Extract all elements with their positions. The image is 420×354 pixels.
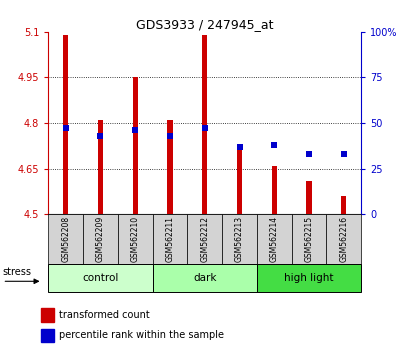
Bar <box>341 196 346 214</box>
Bar <box>152 214 187 264</box>
Bar <box>326 214 361 264</box>
Bar <box>291 214 326 264</box>
Text: GSM562208: GSM562208 <box>61 216 70 262</box>
Bar <box>222 214 257 264</box>
Text: control: control <box>82 273 118 283</box>
Point <box>236 144 243 149</box>
Text: GSM562211: GSM562211 <box>165 216 174 262</box>
Text: GSM562212: GSM562212 <box>200 216 209 262</box>
Bar <box>63 35 68 214</box>
Bar <box>307 181 312 214</box>
Text: GSM562214: GSM562214 <box>270 216 279 262</box>
Text: stress: stress <box>3 267 31 277</box>
Bar <box>41 329 54 342</box>
Bar <box>257 264 361 292</box>
Point <box>62 126 69 131</box>
Point <box>271 142 278 148</box>
Bar <box>83 214 118 264</box>
Point <box>306 151 312 157</box>
Text: GSM562216: GSM562216 <box>339 216 348 262</box>
Bar <box>237 147 242 214</box>
Bar <box>118 214 152 264</box>
Point <box>341 151 347 157</box>
Point <box>132 127 139 133</box>
Bar <box>272 166 277 214</box>
Bar <box>133 78 138 214</box>
Point <box>202 126 208 131</box>
Bar <box>257 214 291 264</box>
Bar <box>168 120 173 214</box>
Text: GSM562210: GSM562210 <box>131 216 140 262</box>
Text: high light: high light <box>284 273 334 283</box>
Text: percentile rank within the sample: percentile rank within the sample <box>60 330 224 341</box>
Bar <box>41 308 54 321</box>
Bar <box>202 35 207 214</box>
Bar <box>48 214 83 264</box>
Text: GSM562215: GSM562215 <box>304 216 314 262</box>
Point <box>167 133 173 139</box>
Bar <box>98 120 103 214</box>
Text: dark: dark <box>193 273 216 283</box>
Text: transformed count: transformed count <box>60 310 150 320</box>
Bar <box>187 214 222 264</box>
Bar <box>48 264 152 292</box>
Title: GDS3933 / 247945_at: GDS3933 / 247945_at <box>136 18 273 31</box>
Text: GSM562209: GSM562209 <box>96 216 105 262</box>
Text: GSM562213: GSM562213 <box>235 216 244 262</box>
Point <box>97 133 104 139</box>
Bar <box>152 264 257 292</box>
